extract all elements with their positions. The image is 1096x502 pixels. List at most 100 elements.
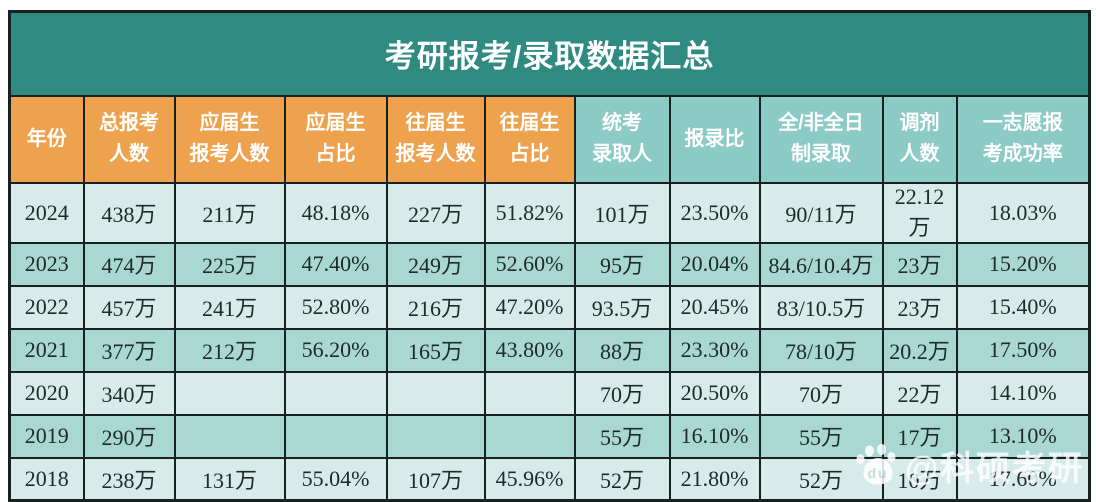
data-cell: [483, 370, 576, 416]
data-cell: 47.40%: [283, 241, 388, 287]
data-cell: 290万: [82, 413, 176, 459]
data-cell: 438万: [82, 181, 176, 244]
data-cell: 88万: [573, 327, 671, 373]
data-cell: 216万: [385, 284, 486, 330]
data-cell: [283, 370, 388, 416]
data-cell: 84.6/10.4万: [758, 241, 884, 287]
data-cell: 23万: [881, 284, 958, 330]
data-cell: 20.45%: [668, 284, 761, 330]
column-header-9: 全/非全日 制录取: [758, 94, 884, 184]
table-title: 考研报考/录取数据汇总: [8, 10, 1091, 97]
data-cell: 15.40%: [955, 284, 1091, 330]
data-cell: 17.50%: [955, 327, 1091, 373]
data-cell: 23.50%: [668, 181, 761, 244]
data-cell: 45.96%: [483, 456, 576, 502]
column-header-8: 报录比: [668, 94, 761, 184]
data-cell: 340万: [82, 370, 176, 416]
column-header-11: 一志愿报 考成功率: [955, 94, 1091, 184]
column-header-2: 总报考 人数: [82, 94, 176, 184]
data-cell: 56.20%: [283, 327, 388, 373]
data-cell: [385, 370, 486, 416]
data-cell: 457万: [82, 284, 176, 330]
data-cell: 22.12万: [881, 181, 958, 244]
column-header-10: 调剂 人数: [881, 94, 958, 184]
column-header-5: 往届生 报考人数: [385, 94, 486, 184]
data-cell: [173, 370, 286, 416]
column-header-row: 年份 总报考 人数 应届生 报考人数 应届生 占比 往届生 报考人数 往届生 占比 统考 录…: [8, 94, 1091, 184]
column-header-3: 应届生 报考人数: [173, 94, 286, 184]
data-cell: 55万: [758, 413, 884, 459]
data-cell: [483, 413, 576, 459]
data-cell: 212万: [173, 327, 286, 373]
data-cell: 70万: [758, 370, 884, 416]
year-cell: 2022: [8, 284, 85, 330]
data-cell: 16.10%: [668, 413, 761, 459]
data-cell: 17万: [881, 413, 958, 459]
data-cell: 93.5万: [573, 284, 671, 330]
data-cell: 90/11万: [758, 181, 884, 244]
column-header-4: 应届生 占比: [283, 94, 388, 184]
data-cell: 23万: [881, 241, 958, 287]
table-row: 2019 290万 55万 16.10% 55万 17万 13.10%: [8, 413, 1091, 459]
data-cell: 21.80%: [668, 456, 761, 502]
year-cell: 2024: [8, 181, 85, 244]
column-header-1: 年份: [8, 94, 85, 184]
data-cell: 48.18%: [283, 181, 388, 244]
year-cell: 2019: [8, 413, 85, 459]
table-body: 2024 438万 211万 48.18% 227万 51.82% 101万 23.50% 90…: [8, 181, 1091, 502]
year-cell: 2018: [8, 456, 85, 502]
year-cell: 2023: [8, 241, 85, 287]
data-cell: 55万: [573, 413, 671, 459]
data-cell: 20.04%: [668, 241, 761, 287]
data-cell: 23.30%: [668, 327, 761, 373]
data-cell: 52万: [758, 456, 884, 502]
table-head: 考研报考/录取数据汇总 年份 总报考 人数 应届生 报考人数 应届生 占比 往届生 报考…: [8, 10, 1091, 184]
data-cell: 52.60%: [483, 241, 576, 287]
data-cell: 377万: [82, 327, 176, 373]
data-cell: 107万: [385, 456, 486, 502]
data-cell: 227万: [385, 181, 486, 244]
data-cell: 131万: [173, 456, 286, 502]
data-cell: 238万: [82, 456, 176, 502]
data-cell: 17.60%: [955, 456, 1091, 502]
data-cell: 20.2万: [881, 327, 958, 373]
table-row: 2023 474万 225万 47.40% 249万 52.60% 95万 20.04% 84.…: [8, 241, 1091, 287]
data-cell: 20.50%: [668, 370, 761, 416]
data-cell: 15.20%: [955, 241, 1091, 287]
data-cell: 51.82%: [483, 181, 576, 244]
data-cell: 18.03%: [955, 181, 1091, 244]
data-cell: 22万: [881, 370, 958, 416]
data-cell: 10万: [881, 456, 958, 502]
title-row: 考研报考/录取数据汇总: [8, 10, 1091, 97]
data-cell: 52.80%: [283, 284, 388, 330]
table-row: 2018 238万 131万 55.04% 107万 45.96% 52万 21.80% 52万…: [8, 456, 1091, 502]
data-cell: 55.04%: [283, 456, 388, 502]
data-cell: 211万: [173, 181, 286, 244]
data-cell: 83/10.5万: [758, 284, 884, 330]
data-cell: [385, 413, 486, 459]
admissions-data-table: 考研报考/录取数据汇总 年份 总报考 人数 应届生 报考人数 应届生 占比 往届生 报考…: [8, 10, 1092, 502]
year-cell: 2021: [8, 327, 85, 373]
column-header-6: 往届生 占比: [483, 94, 576, 184]
table-row: 2024 438万 211万 48.18% 227万 51.82% 101万 23.50% 90…: [8, 181, 1091, 244]
data-cell: 249万: [385, 241, 486, 287]
data-cell: 165万: [385, 327, 486, 373]
data-cell: [283, 413, 388, 459]
data-cell: 14.10%: [955, 370, 1091, 416]
data-cell: 43.80%: [483, 327, 576, 373]
data-cell: [173, 413, 286, 459]
data-cell: 241万: [173, 284, 286, 330]
data-cell: 95万: [573, 241, 671, 287]
data-cell: 474万: [82, 241, 176, 287]
table-row: 2021 377万 212万 56.20% 165万 43.80% 88万 23.30% 78/…: [8, 327, 1091, 373]
column-header-7: 统考 录取人: [573, 94, 671, 184]
data-cell: 13.10%: [955, 413, 1091, 459]
table-row: 2020 340万 70万 20.50% 70万 22万 14.10%: [8, 370, 1091, 416]
table-row: 2022 457万 241万 52.80% 216万 47.20% 93.5万 20.45% 8…: [8, 284, 1091, 330]
data-cell: 47.20%: [483, 284, 576, 330]
data-cell: 70万: [573, 370, 671, 416]
data-cell: 101万: [573, 181, 671, 244]
year-cell: 2020: [8, 370, 85, 416]
data-cell: 52万: [573, 456, 671, 502]
